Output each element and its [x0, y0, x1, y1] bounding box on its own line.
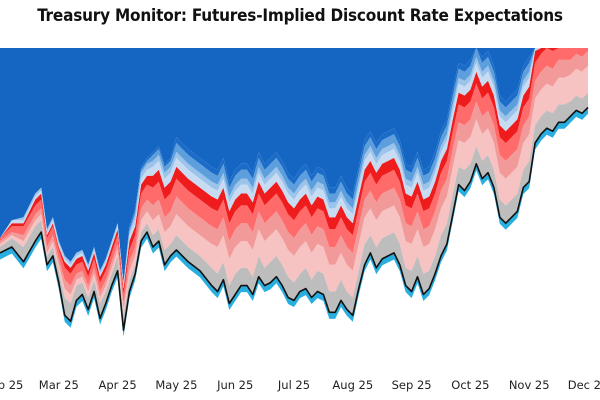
- x-tick-label: May 25: [155, 378, 197, 392]
- x-tick-label: Apr 25: [99, 378, 137, 392]
- band-blue-mid: [0, 48, 588, 283]
- x-tick-label: Nov 25: [509, 378, 550, 392]
- x-tick-label: Sep 25: [392, 378, 432, 392]
- x-tick-label: Aug 25: [332, 378, 373, 392]
- chart-title: Treasury Monitor: Futures-Implied Discou…: [37, 6, 563, 26]
- x-tick-label: Feb 25: [0, 378, 23, 392]
- median-line: [0, 106, 589, 331]
- x-tick-label: Mar 25: [39, 378, 79, 392]
- x-tick-label: Jul 25: [277, 378, 310, 392]
- x-tick-label: Oct 25: [451, 378, 489, 392]
- x-tick-label: Dec 25: [568, 378, 600, 392]
- line-layer: [0, 106, 589, 331]
- x-axis-ticks: Feb 25 Mar 25 Apr 25 May 25 Jun 25 Jul 25 Aug …: [0, 378, 600, 392]
- x-tick-label: Jun 25: [216, 378, 253, 392]
- band-top-fill: [0, 48, 588, 283]
- bands-layer: [0, 48, 588, 337]
- band-pink-light: [0, 65, 588, 316]
